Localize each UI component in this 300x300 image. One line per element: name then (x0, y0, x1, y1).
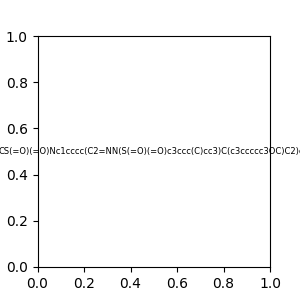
Text: CS(=O)(=O)Nc1cccc(C2=NN(S(=O)(=O)c3ccc(C)cc3)C(c3ccccc3OC)C2)c1: CS(=O)(=O)Nc1cccc(C2=NN(S(=O)(=O)c3ccc(C… (0, 147, 300, 156)
